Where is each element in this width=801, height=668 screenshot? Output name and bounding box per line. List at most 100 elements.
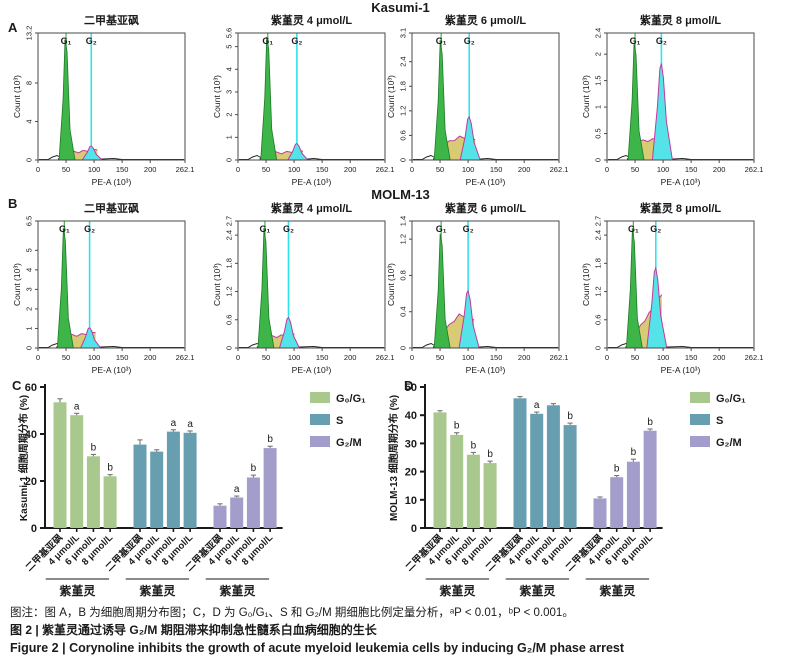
legend-swatch [310,436,330,447]
svg-text:2: 2 [25,307,34,311]
svg-text:0.5: 0.5 [594,128,603,138]
bar [213,505,227,528]
svg-text:8: 8 [25,81,34,85]
bar [466,454,480,528]
svg-text:50: 50 [262,165,270,174]
svg-text:100: 100 [462,353,475,362]
flow-plot-b-3: 0 0.4 0.8 1.2 1.4 0 50 100 150 200 262.1 PE-A (10³)… [382,196,582,376]
svg-text:Count (10³): Count (10³) [386,75,396,118]
svg-text:10: 10 [405,495,417,507]
svg-text:150: 150 [116,165,129,174]
svg-text:100: 100 [88,353,101,362]
svg-text:G₁: G₁ [59,224,70,234]
svg-text:0.8: 0.8 [399,270,408,280]
svg-text:20: 20 [405,467,417,479]
svg-text:G₂: G₂ [656,36,667,46]
bar [103,476,117,528]
svg-text:Count (10³): Count (10³) [581,75,591,118]
svg-text:PE-A (10³): PE-A (10³) [92,177,132,187]
flow-plot-b-4: 0 0.6 1.2 1.8 2.4 2.7 0 50 100 150 200 262.1 PE-A (1… [577,196,777,376]
svg-text:a: a [534,400,540,411]
svg-text:b: b [647,417,653,428]
svg-text:紫堇灵 8 μmol/L: 紫堇灵 8 μmol/L [640,13,722,27]
svg-text:1.2: 1.2 [594,286,603,296]
svg-text:0: 0 [594,346,603,350]
svg-text:0: 0 [411,523,417,535]
svg-text:3: 3 [225,90,234,94]
svg-text:262.1: 262.1 [745,165,764,174]
svg-text:4: 4 [25,119,34,123]
svg-text:Count (10³): Count (10³) [12,263,22,306]
svg-text:262.1: 262.1 [376,353,395,362]
svg-text:100: 100 [88,165,101,174]
bar [86,456,100,528]
svg-text:2.7: 2.7 [594,216,603,226]
svg-text:262.1: 262.1 [550,353,569,362]
svg-text:b: b [91,442,97,453]
svg-text:紫堇灵 6 μmol/L: 紫堇灵 6 μmol/L [445,13,527,27]
svg-text:100: 100 [288,165,301,174]
svg-text:50: 50 [631,165,639,174]
figure-title-en: Figure 2 | Corynoline inhibits the growt… [10,641,625,656]
flow-plot-b-2: 0 0.6 1.2 1.8 2.4 2.7 0 50 100 150 200 262.1 PE-A (1… [208,196,408,376]
svg-text:G₀/G₁: G₀/G₁ [716,393,746,405]
svg-text:0: 0 [236,353,240,362]
svg-text:a: a [187,419,193,430]
svg-text:0: 0 [399,346,408,350]
svg-text:30: 30 [405,438,417,450]
svg-text:200: 200 [713,165,726,174]
svg-text:0: 0 [605,353,609,362]
svg-text:2: 2 [225,113,234,117]
svg-text:S: S [336,415,343,427]
svg-text:G₀/G₁: G₀/G₁ [336,393,366,405]
svg-text:13.2: 13.2 [25,26,34,41]
svg-text:0: 0 [36,353,40,362]
svg-text:2: 2 [594,52,603,56]
svg-text:PE-A (10³): PE-A (10³) [661,365,701,375]
svg-text:150: 150 [490,165,503,174]
svg-text:G₂: G₂ [291,36,302,46]
svg-text:200: 200 [144,353,157,362]
svg-text:二甲基亚砜: 二甲基亚砜 [84,201,139,215]
svg-text:0.6: 0.6 [225,315,234,325]
bar [530,413,544,528]
svg-text:5: 5 [225,45,234,49]
svg-text:G₂: G₂ [650,224,661,234]
legend-swatch [690,392,710,403]
svg-text:G₂/M: G₂/M [336,437,362,449]
svg-text:1.2: 1.2 [399,234,408,244]
svg-text:PE-A (10³): PE-A (10³) [466,365,506,375]
svg-text:150: 150 [685,165,698,174]
svg-text:200: 200 [344,165,357,174]
svg-text:Kasumi-1 细胞周期分布 (%): Kasumi-1 细胞周期分布 (%) [17,395,30,521]
svg-text:0.6: 0.6 [399,130,408,140]
flow-histogram-b-2: 0 0.6 1.2 1.8 2.4 2.7 0 50 100 150 200 262.1 PE-A (1… [212,201,395,375]
flow-histogram-b-4: 0 0.6 1.2 1.8 2.4 2.7 0 50 100 150 200 262.1 PE-A (1… [581,201,763,375]
svg-text:200: 200 [144,165,157,174]
svg-text:50: 50 [262,353,270,362]
bar [626,461,640,528]
svg-text:40: 40 [25,429,37,441]
svg-text:2.4: 2.4 [225,230,234,240]
kasumi-bar-chart: C 0 20 40 60 Kasumi-1 细胞周期分布 (%) 二甲基亚砜 a 4 μmol/… [0,376,420,613]
svg-text:0: 0 [410,165,414,174]
svg-text:262.1: 262.1 [176,165,195,174]
bar [563,425,577,528]
svg-text:40: 40 [405,410,417,422]
svg-text:6.5: 6.5 [25,216,34,226]
svg-text:0: 0 [25,346,34,350]
bar [70,415,84,528]
bar [593,498,607,528]
row-a-title: Kasumi-1 [371,0,430,15]
svg-text:紫堇灵: 紫堇灵 [519,583,556,598]
bar [53,402,67,528]
svg-text:G₁: G₁ [260,224,271,234]
panel-a-label: A [8,20,18,35]
svg-text:PE-A (10³): PE-A (10³) [661,177,701,187]
svg-text:b: b [614,464,620,475]
svg-text:Count (10³): Count (10³) [12,75,22,118]
svg-text:150: 150 [316,165,329,174]
svg-text:1.2: 1.2 [225,286,234,296]
